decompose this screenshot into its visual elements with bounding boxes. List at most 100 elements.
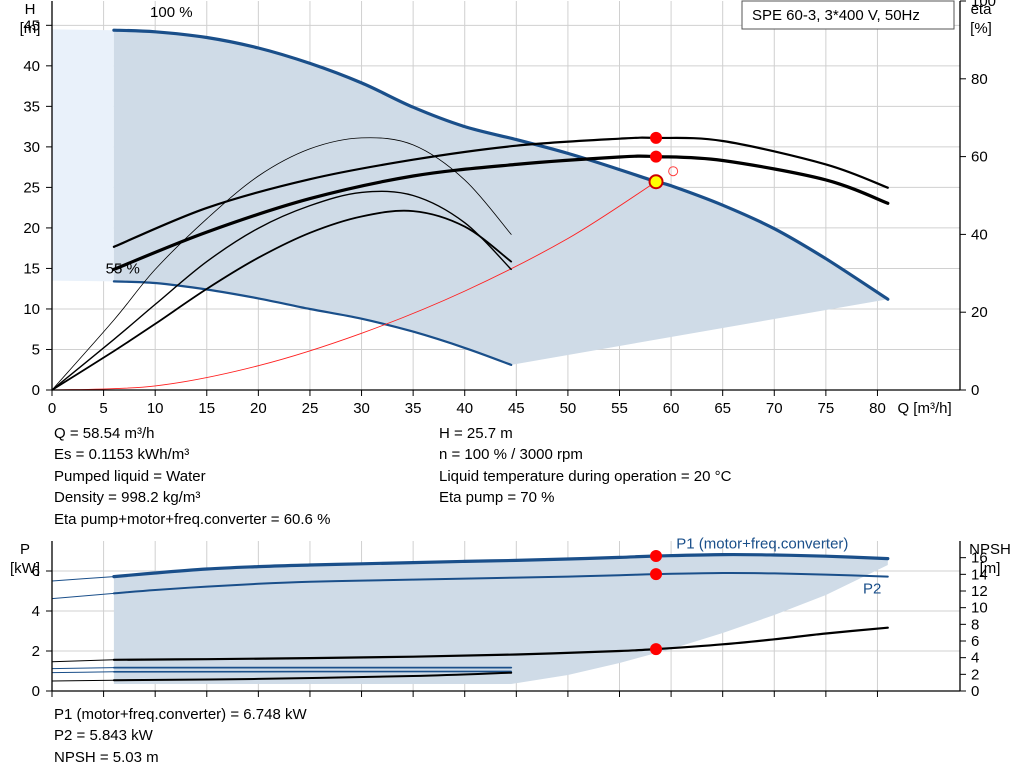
series-line-2: [51, 181, 657, 391]
y-right-tick-label-4: 8: [971, 616, 979, 633]
x-tick-label-5: 25: [302, 400, 319, 417]
info-right-2: Liquid temperature during operation = 20…: [439, 468, 732, 485]
y-left-title-1: [kW]: [10, 560, 40, 577]
y-right-title-0: eta: [971, 1, 993, 18]
title-box: [741, 0, 955, 30]
y-right-tick-label-7: 14: [971, 566, 988, 583]
y-right-tick-label-1: 2: [971, 666, 979, 683]
x-tick-label-15: 75: [818, 400, 835, 417]
y-left-tick-label-3: 6: [32, 563, 40, 580]
x-tick-label-9: 45: [508, 400, 525, 417]
series-line-7: [51, 209, 513, 391]
series-line-0: [112, 28, 890, 301]
x-tick-label-8: 40: [456, 400, 473, 417]
series-line-4: [112, 626, 889, 661]
x-tick-label-4: 20: [250, 400, 267, 417]
info-bottom-2: NPSH = 5.03 m: [54, 749, 159, 766]
y-right-tick-label-2: 4: [971, 650, 979, 667]
x-tick-label-1: 5: [99, 400, 107, 417]
info-left-0: Q = 58.54 m³/h: [54, 425, 154, 442]
duty-point-marker: [648, 174, 664, 190]
x-tick-label-12: 60: [663, 400, 680, 417]
series-line-5: [51, 137, 512, 391]
x-tick-label-6: 30: [353, 400, 370, 417]
info-bottom-1: P2 = 5.843 kW: [54, 727, 154, 744]
y-right-tick-label-4: 80: [971, 71, 988, 88]
y-left-tick-label-7: 35: [23, 98, 40, 115]
y-right-title-1: [%]: [970, 20, 992, 37]
x-tick-label-10: 50: [560, 400, 577, 417]
curve-label-0: 100 %: [150, 4, 193, 21]
info-left-4: Eta pump+motor+freq.converter = 60.6 %: [54, 511, 330, 528]
y-right-tick-label-0: 0: [971, 382, 979, 399]
info-left-1: Es = 0.1153 kWh/m³: [54, 446, 189, 463]
curve-label-1: P2: [863, 580, 881, 597]
y-left-tick-label-5: 25: [23, 179, 40, 196]
x-tick-label-7: 35: [405, 400, 422, 417]
y-left-tick-label-8: 40: [23, 58, 40, 75]
series-line-0: [112, 552, 890, 579]
series-line-5: [51, 659, 115, 663]
y-right-tick-label-2: 40: [971, 226, 988, 243]
y-right-tick-label-8: 16: [971, 550, 988, 567]
y-left-title-0: P: [20, 541, 30, 558]
y-right-tick-label-3: 60: [971, 149, 988, 166]
info-right-0: H = 25.7 m: [439, 425, 513, 442]
y-left-tick-label-1: 5: [32, 341, 40, 358]
y-right-tick-label-1: 20: [971, 304, 988, 321]
y-left-title-0: H: [25, 1, 36, 18]
info-right-3: Eta pump = 70 %: [439, 489, 555, 506]
series-line-6: [51, 190, 512, 391]
x-tick-label-2: 10: [147, 400, 164, 417]
y-right-title-1: [m]: [980, 560, 1001, 577]
operating-point-marker-1: [650, 568, 663, 581]
y-right-tick-label-5: 100: [971, 0, 996, 10]
info-bottom-0: P1 (motor+freq.converter) = 6.748 kW: [54, 706, 307, 723]
series-line-10: [112, 671, 513, 682]
y-left-tick-label-1: 2: [32, 643, 40, 660]
power-info: P1 (motor+freq.converter) = 6.748 kW P2 …: [54, 706, 307, 766]
operating-area-extension: [52, 29, 114, 282]
series-line-4: [112, 154, 890, 271]
curve-label-0: P1 (motor+freq.converter): [676, 536, 848, 553]
x-axis-title: Q [m³/h]: [897, 400, 951, 417]
operating-area: [113, 554, 888, 684]
operating-point-marker-0: [650, 550, 663, 563]
y-left-tick-label-0: 0: [32, 683, 40, 700]
y-left-tick-label-3: 15: [23, 260, 40, 277]
info-right-1: n = 100 % / 3000 rpm: [439, 446, 583, 463]
y-left-tick-label-2: 10: [23, 301, 40, 318]
operating-point-marker-2: [650, 150, 663, 163]
x-tick-label-13: 65: [714, 400, 731, 417]
series-line-3: [112, 136, 889, 248]
y-left-title-1: [m]: [20, 20, 41, 37]
x-tick-label-14: 70: [766, 400, 783, 417]
requested-point-marker: [668, 166, 679, 177]
y-right-title-0: NPSH: [969, 541, 1011, 558]
series-line-1: [112, 280, 513, 366]
series-line-3: [51, 592, 115, 600]
y-right-tick-label-6: 12: [971, 583, 988, 600]
series-line-8: [51, 667, 115, 670]
y-left-tick-label-0: 0: [32, 382, 40, 399]
info-left-3: Density = 998.2 kg/m³: [54, 489, 200, 506]
y-left-tick-label-4: 20: [23, 220, 40, 237]
series-line-2: [51, 576, 115, 582]
curve-label-1: 55 %: [106, 260, 140, 277]
series-line-9: [51, 671, 115, 674]
operating-point-info: Q = 58.54 m³/h Es = 0.1153 kWh/m³ Pumped…: [54, 425, 732, 528]
y-right-tick-label-5: 10: [971, 600, 988, 617]
x-tick-label-11: 55: [611, 400, 628, 417]
head-efficiency-chart: 0 5 10 15 20 25 30 35 40 45 50 55 60 65 70 75 80 Q [m³/h]…: [20, 0, 996, 417]
x-tick-label-16: 80: [869, 400, 886, 417]
x-tick-label-0: 0: [48, 400, 56, 417]
y-left-tick-label-9: 45: [23, 17, 40, 34]
series-line-11: [51, 679, 115, 682]
operating-point-marker-1: [650, 131, 663, 144]
x-tick-label-3: 15: [198, 400, 215, 417]
y-left-tick-label-6: 30: [23, 139, 40, 156]
series-line-1: [112, 571, 889, 595]
chart-title: SPE 60-3, 3*400 V, 50Hz: [752, 7, 920, 24]
